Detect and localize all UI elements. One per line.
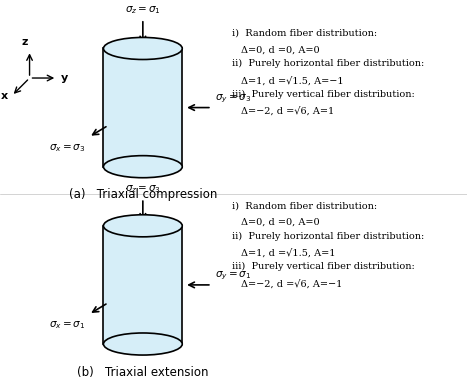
Text: Δ=0, d =0, A=0: Δ=0, d =0, A=0 — [241, 45, 320, 55]
Text: Δ=−2, d =√6, A=−1: Δ=−2, d =√6, A=−1 — [241, 279, 343, 288]
Text: $\sigma_y = \sigma_3$: $\sigma_y = \sigma_3$ — [215, 92, 251, 105]
Polygon shape — [103, 49, 182, 167]
Ellipse shape — [103, 333, 182, 355]
Polygon shape — [103, 226, 182, 344]
Text: iii)  Purely vertical fiber distribution:: iii) Purely vertical fiber distribution: — [231, 90, 414, 99]
Text: Δ=0, d =0, A=0: Δ=0, d =0, A=0 — [241, 218, 320, 227]
Text: (b)   Triaxial extension: (b) Triaxial extension — [77, 366, 209, 379]
Ellipse shape — [103, 37, 182, 60]
Text: ii)  Purely horizontal fiber distribution:: ii) Purely horizontal fiber distribution… — [231, 59, 424, 69]
Text: $\sigma_z = \sigma_1$: $\sigma_z = \sigma_1$ — [125, 4, 161, 16]
Text: y: y — [61, 73, 68, 83]
Text: i)  Random fiber distribution:: i) Random fiber distribution: — [231, 201, 377, 210]
Ellipse shape — [103, 156, 182, 178]
Text: (a)   Triaxial compression: (a) Triaxial compression — [69, 188, 217, 201]
Text: ii)  Purely horizontal fiber distribution:: ii) Purely horizontal fiber distribution… — [231, 232, 424, 241]
Text: iii)  Purely vertical fiber distribution:: iii) Purely vertical fiber distribution: — [231, 262, 414, 271]
Text: $\sigma_x = \sigma_3$: $\sigma_x = \sigma_3$ — [49, 142, 86, 154]
Text: z: z — [21, 37, 28, 47]
Text: Δ=1, d =√1.5, A=1: Δ=1, d =√1.5, A=1 — [241, 248, 336, 258]
Text: $\sigma_z = \sigma_3$: $\sigma_z = \sigma_3$ — [125, 184, 161, 195]
Text: i)  Random fiber distribution:: i) Random fiber distribution: — [231, 29, 377, 38]
Text: $\sigma_y = \sigma_1$: $\sigma_y = \sigma_1$ — [215, 270, 251, 282]
Text: $\sigma_x = \sigma_1$: $\sigma_x = \sigma_1$ — [49, 320, 86, 331]
Text: x: x — [0, 91, 8, 101]
Ellipse shape — [103, 215, 182, 237]
Text: Δ=−2, d =√6, A=1: Δ=−2, d =√6, A=1 — [241, 107, 335, 116]
Text: Δ=1, d =√1.5, A=−1: Δ=1, d =√1.5, A=−1 — [241, 76, 344, 85]
